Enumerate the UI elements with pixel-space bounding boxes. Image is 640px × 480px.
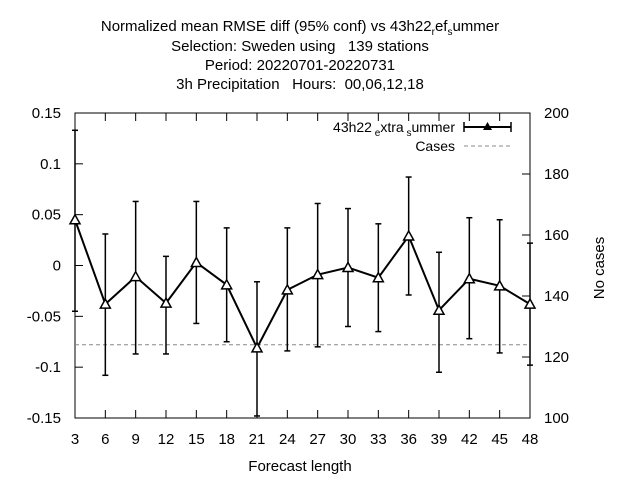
y-tick-label: -0.05 [27, 308, 61, 325]
y2-tick-label: 180 [544, 166, 569, 183]
x-tick-label: 42 [461, 431, 478, 448]
x-tick-label: 21 [249, 431, 266, 448]
data-point [463, 272, 476, 284]
data-point [402, 229, 415, 241]
x-tick-label: 39 [431, 431, 448, 448]
x-tick-label: 12 [158, 431, 175, 448]
x-tick-label: 15 [188, 431, 205, 448]
y2-tick-label: 100 [544, 410, 569, 427]
data-point [341, 260, 355, 273]
legend: 43h22 extra summer Cases [333, 119, 512, 154]
main-series [68, 213, 537, 353]
title-line-3: Period: 20220701-20220731 [205, 57, 395, 74]
y2-tick-label: 160 [544, 227, 569, 244]
title-line-2: Selection: Sweden using 139 stations [171, 38, 429, 55]
data-point [250, 341, 264, 353]
y2-axis-label: No cases [591, 237, 608, 300]
y-tick-label: 0.05 [32, 207, 61, 224]
legend-swatch-main [463, 122, 512, 132]
chart-title: Normalized mean RMSE diff (95% conf) vs … [101, 18, 499, 93]
data-point [493, 279, 506, 291]
x-tick-label: 36 [400, 431, 417, 448]
data-point [129, 270, 142, 282]
title-line-4: 3h Precipitation Hours: 00,06,12,18 [176, 76, 424, 93]
data-point [99, 297, 112, 309]
x-tick-label: 30 [340, 431, 357, 448]
data-point [68, 213, 82, 225]
data-point [311, 268, 324, 280]
data-point [523, 297, 537, 309]
y-tick-label: 0.15 [32, 105, 61, 122]
x-tick-label: 27 [309, 431, 326, 448]
y2-tick-label: 200 [544, 105, 569, 122]
x-tick-label: 6 [101, 431, 109, 448]
x-tick-label: 48 [522, 431, 539, 448]
legend-label-main: 43h22 extra summer [333, 119, 455, 139]
data-point [220, 278, 233, 290]
data-point [372, 271, 385, 283]
y-tick-label: -0.1 [35, 359, 61, 376]
plot-frame [74, 112, 531, 419]
data-point [190, 255, 203, 268]
x-axis-label: Forecast length [248, 458, 351, 475]
y2-tick-label: 120 [544, 349, 569, 366]
data-point [281, 283, 294, 295]
error-bars [72, 129, 533, 417]
x-tick-label: 9 [131, 431, 139, 448]
x-tick-label: 33 [370, 431, 387, 448]
x-axis-ticks: 3 6 9 12 15 18 21 24 27 30 33 36 39 42 45 48 [71, 113, 539, 448]
y2-axis-ticks: 200 180 160 140 120 100 [522, 105, 569, 427]
y-axis-ticks: 0.15 0.1 0.05 0 -0.05 -0.1 -0.15 [27, 105, 83, 427]
y2-tick-label: 140 [544, 288, 569, 305]
y-tick-label: 0.1 [40, 156, 61, 173]
legend-label-cases: Cases [415, 138, 455, 154]
x-tick-label: 18 [218, 431, 235, 448]
x-tick-label: 3 [71, 431, 79, 448]
data-point [432, 303, 446, 315]
x-tick-label: 45 [491, 431, 508, 448]
title-line-1: Normalized mean RMSE diff (95% conf) vs … [101, 18, 499, 38]
y-tick-label: 0 [53, 258, 61, 275]
y-tick-label: -0.15 [27, 410, 61, 427]
series-line [74, 219, 531, 351]
data-point [159, 296, 173, 308]
x-tick-label: 24 [279, 431, 296, 448]
